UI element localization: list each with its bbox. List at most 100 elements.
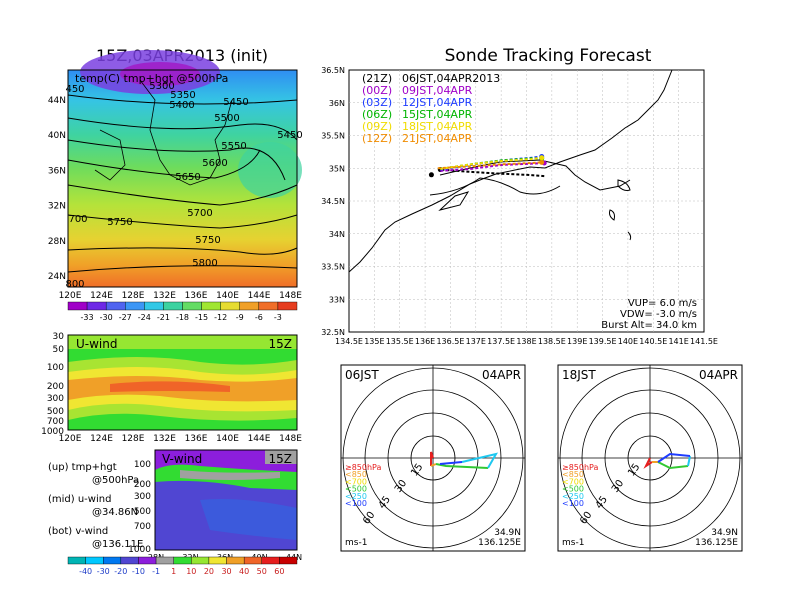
x-tick-label: 138E bbox=[516, 337, 536, 346]
pressure-legend-item: <500 bbox=[345, 485, 367, 494]
note-line: @34.86N bbox=[92, 507, 138, 518]
x-tick-label: 139.5E bbox=[589, 337, 617, 346]
legend-time: 09JST,04APR bbox=[402, 84, 473, 97]
legend-code: (21Z) bbox=[362, 72, 392, 85]
colorbar-cell bbox=[67, 301, 88, 311]
y-tick-label: 28N bbox=[48, 237, 66, 247]
track-y-ticks: 36.5N 36N 35.5N 35N 34.5N 34N 33.5N 33N 32.5N bbox=[321, 66, 345, 337]
x-tick-label: 132E bbox=[153, 291, 176, 301]
colorbar-label: 20 bbox=[204, 567, 214, 576]
contour-label: 5700 bbox=[187, 208, 212, 219]
contour-label: 5750 bbox=[195, 235, 220, 246]
colorbar-cell bbox=[182, 301, 202, 311]
y-tick-label: 30 bbox=[53, 332, 65, 342]
pressure-legend-item: <250 bbox=[345, 492, 367, 501]
legend-code: (06Z) bbox=[362, 108, 392, 121]
track-line-0 bbox=[440, 168, 545, 178]
colorbar-cell bbox=[226, 556, 245, 565]
legend-code: (03Z) bbox=[362, 96, 392, 109]
map-500hpa-label: temp(C) tmp+hgt @500hPa bbox=[75, 72, 228, 85]
contour-label: 5450 bbox=[223, 97, 248, 108]
colorbar-cell bbox=[220, 301, 240, 311]
legend-code: (00Z) bbox=[362, 84, 392, 97]
wind-colorbar: -40 -30 -20 -10 -1 1 10 20 30 40 50 60 bbox=[67, 556, 298, 576]
note-line: (bot) v-wind bbox=[48, 526, 108, 537]
x-tick-label: 148E bbox=[279, 291, 302, 301]
colorbar-cell bbox=[125, 301, 145, 311]
colorbar-cell bbox=[155, 556, 174, 565]
landing-point bbox=[539, 159, 545, 165]
colorbar-cell bbox=[144, 301, 164, 311]
polar-lat: 34.9N bbox=[711, 528, 738, 538]
x-tick-label: 141.5E bbox=[690, 337, 718, 346]
coastline bbox=[348, 69, 673, 273]
legend-time: 21JST,04APR bbox=[402, 132, 473, 145]
y-tick-label: 32.5N bbox=[321, 328, 345, 337]
y-tick-label: 34N bbox=[329, 230, 345, 239]
y-tick-label: 300 bbox=[134, 492, 151, 502]
wind-hodograph bbox=[643, 457, 653, 469]
colorbar-label: -40 bbox=[79, 567, 92, 576]
polar-lon: 136.125E bbox=[695, 538, 738, 548]
note-line: (mid) u-wind bbox=[48, 494, 111, 505]
contour-label: 5300 bbox=[149, 81, 174, 92]
track-legend: (21Z) 06JST,04APR2013 (00Z) 09JST,04APR (03Z… bbox=[362, 72, 500, 145]
colorbar-label: -1 bbox=[152, 567, 160, 576]
note-line: @136.11E bbox=[92, 539, 143, 550]
y-tick-label: 200 bbox=[134, 480, 151, 490]
track-line-1 bbox=[440, 162, 545, 172]
y-tick-label: 33N bbox=[329, 295, 345, 304]
contour-label: 5550 bbox=[221, 141, 246, 152]
x-tick-label: 144E bbox=[248, 434, 271, 444]
right-panel-title: Sonde Tracking Forecast bbox=[445, 46, 652, 66]
x-tick-label: 124E bbox=[90, 291, 113, 301]
u-wind-label: U-wind bbox=[76, 337, 117, 351]
x-tick-label: 136E bbox=[185, 291, 208, 301]
sonde-param: VDW= -3.0 m/s bbox=[620, 309, 697, 320]
pressure-legend-item: <850 bbox=[345, 470, 367, 479]
colorbar-label: 10 bbox=[186, 567, 196, 576]
colorbar-label: -30 bbox=[97, 567, 110, 576]
track-map-grid bbox=[349, 70, 704, 332]
y-tick-label: 36N bbox=[329, 99, 345, 108]
v-wind-label: V-wind bbox=[162, 452, 202, 466]
y-tick-label: 200 bbox=[47, 382, 64, 392]
map-500hpa-y-ticks: 44N 40N 36N 32N 28N 24N bbox=[48, 96, 66, 282]
y-tick-label: 33.5N bbox=[321, 263, 345, 272]
u-wind-time: 15Z bbox=[269, 337, 293, 351]
wind-hodograph bbox=[439, 461, 463, 465]
launch-point bbox=[428, 172, 434, 178]
wind-hodograph bbox=[435, 463, 489, 469]
contour-label: 5450 bbox=[277, 130, 302, 141]
polar-unit: ms-1 bbox=[562, 538, 584, 548]
wind-hodograph bbox=[657, 461, 689, 470]
colorbar-label: -21 bbox=[157, 313, 170, 322]
map-500hpa-frame bbox=[67, 69, 298, 288]
x-tick-label: 148E bbox=[279, 434, 302, 444]
colorbar-label: 40 bbox=[239, 567, 249, 576]
colorbar-cell bbox=[277, 301, 298, 311]
contour-label: 5600 bbox=[202, 158, 227, 169]
colorbar-label: 60 bbox=[274, 567, 284, 576]
y-tick-label: 35N bbox=[329, 164, 345, 173]
pressure-legend-item: <100 bbox=[345, 499, 367, 508]
y-tick-label: 300 bbox=[47, 394, 64, 404]
pressure-legend-item: ≥850hPa bbox=[345, 463, 382, 472]
colorbar-label: -27 bbox=[119, 313, 132, 322]
pressure-legend-item: <100 bbox=[562, 499, 584, 508]
x-tick-label: 137E bbox=[466, 337, 486, 346]
colorbar-cell bbox=[173, 556, 192, 565]
wind-hodograph bbox=[687, 455, 691, 467]
colorbar-label: -24 bbox=[138, 313, 151, 322]
v-wind-frame bbox=[154, 449, 298, 551]
polar-lon: 136.125E bbox=[478, 538, 521, 548]
y-tick-label: 500 bbox=[47, 407, 64, 417]
colorbar-label: -15 bbox=[195, 313, 208, 322]
colorbar-cell bbox=[86, 301, 107, 311]
